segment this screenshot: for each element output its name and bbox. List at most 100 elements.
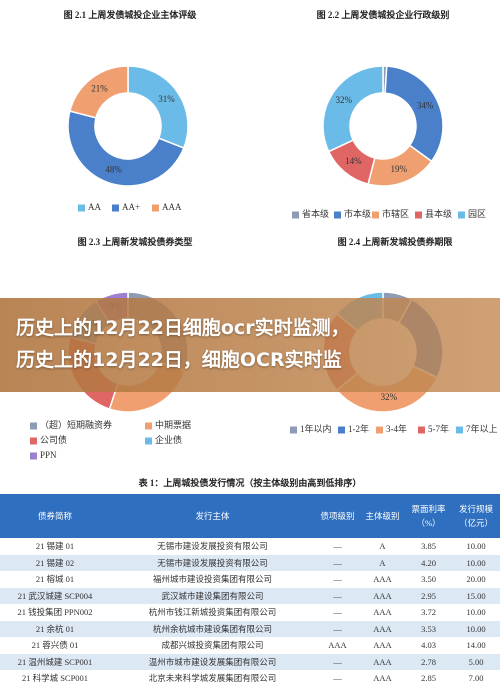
legend-swatch	[334, 211, 341, 219]
legend-swatch	[458, 211, 465, 219]
legend-swatch	[78, 204, 85, 212]
table-cell: 4.03	[421, 640, 436, 651]
donut-slice	[384, 65, 444, 163]
table-row: 21 锡建 02 无锡市建设发展投资有限公司 — A 4.20 10.00	[0, 554, 500, 571]
legend-swatch	[145, 437, 152, 445]
table-cell: 3.72	[421, 607, 436, 618]
donut-slice	[322, 65, 384, 153]
table-cell: 14.00	[466, 640, 486, 651]
legend-label: 企业债	[155, 434, 182, 445]
table-cell: 10.00	[466, 541, 486, 552]
slice-label: 31%	[158, 94, 175, 104]
table-cell: —	[315, 620, 360, 637]
table-cell: AAA	[328, 640, 347, 651]
table-cell: 21 武汉城建 SCP004	[0, 587, 110, 604]
slice-label: 32%	[335, 95, 352, 105]
table-cell: —	[333, 541, 342, 552]
table-cell: 温州市城市建设发展集团有限公司	[110, 653, 315, 670]
legend-swatch	[292, 211, 299, 219]
chart-title: 图 2.4 上周新发城投债券期限	[338, 236, 454, 247]
table-row: 21 榕城 01 福州城市建设投资集团有限公司 — AAA 3.50 20.00	[0, 571, 500, 588]
banner-line: 历史上的12月22日细胞ocr实时监测，	[16, 317, 350, 339]
table-cell: 7.00	[468, 673, 484, 684]
table-cell: 成都兴城投资集团有限公司	[161, 640, 264, 651]
table-row: 21 科学城 SCP001 北京未来科学城发展集团有限公司 — AAA 2.85 7.00	[0, 670, 500, 687]
table-cell: 10.00	[452, 554, 500, 571]
table-row: 21 温州城建 SCP001 温州市城市建设发展集团有限公司 — AAA 2.78 5.0…	[0, 653, 500, 670]
table-row: 21 锡建 01 无锡市建设发展投资有限公司 — A 3.85 10.00	[0, 538, 500, 555]
table-cell: 福州城市建设投资集团有限公司	[152, 574, 272, 585]
table-cell: 21 钱投集团 PPN002	[17, 607, 93, 618]
slice-label: 19%	[391, 164, 408, 174]
table-cell: —	[333, 607, 342, 618]
table-cell: 无锡市建设发展投资有限公司	[157, 541, 268, 552]
table-row: 21 武汉城建 SCP004 武汉城市建设集团有限公司 — AAA 2.95 15.00	[0, 587, 500, 604]
header-cell: 票面利率（%）	[405, 494, 452, 538]
table-row: 21 余杭 01 杭州余杭城市建设集团有限公司 — AAA 3.53 10.00	[0, 620, 500, 637]
legend-label: 1-2年	[348, 423, 369, 434]
charts: 图 2.1 上周发债城投企业主体评级 31% AA 48% AA+ 21% AAA 图 2.2…	[30, 9, 498, 460]
legend-swatch	[112, 204, 119, 212]
legend-swatch	[338, 426, 345, 434]
slice-label: 34%	[417, 100, 434, 110]
legend-label: AAA	[162, 202, 182, 212]
donut-slice	[67, 110, 185, 187]
table-cell: 2.85	[421, 673, 436, 684]
banner: 历史上的12月22日细胞ocr实时监测， 历史上的12月22日，细胞OCR实时监	[0, 298, 500, 392]
table-cell: 15.00	[452, 587, 500, 604]
table-cell: AAA	[373, 574, 392, 585]
header-cell: 发行主体	[110, 494, 315, 538]
table-cell: 武汉城市建设集团有限公司	[110, 587, 315, 604]
table-cell: 20.00	[466, 574, 486, 585]
legend-label: 7年以上	[466, 423, 498, 434]
slice-label: 14%	[345, 156, 362, 166]
banner-line: 历史上的12月22日，细胞OCR实时监	[16, 349, 342, 371]
chart-title: 图 2.2 上周发债城投企业行政级别	[317, 9, 450, 20]
table-cell: 10.00	[466, 607, 486, 618]
table-cell: AAA	[360, 653, 405, 670]
table-cell: —	[333, 673, 342, 684]
table-cell: —	[315, 587, 360, 604]
chart-title: 图 2.3 上周新发城投债券类型	[78, 236, 193, 247]
header-cell: 主体级别	[360, 494, 405, 538]
table-cell: AAA	[373, 673, 392, 684]
table-cell: 21 锡建 02	[0, 554, 110, 571]
legend-swatch	[30, 452, 37, 460]
table-cell: A	[379, 541, 386, 552]
legend-label: 省本级	[302, 208, 329, 219]
header-row: 债券简称 发行主体 债项级别 主体级别 票面利率（%） 发行规模（亿元）	[0, 494, 500, 538]
table-section: 表 1：上周城投债发行情况（按主体级别由高到低排序） 债券简称 发行主体 债项级别主…	[0, 474, 500, 687]
slice-label: 32%	[381, 392, 398, 402]
legend-label: 5-7年	[428, 423, 449, 434]
legend-label: AA+	[122, 202, 140, 212]
donut-slice	[127, 65, 189, 150]
table-cell: 21 温州城建 SCP001	[0, 653, 110, 670]
table-cell: 21 科学城 SCP001	[21, 673, 89, 684]
table-cell: 5.00	[452, 653, 500, 670]
table-cell: —	[315, 653, 360, 670]
legend-label: 园区	[468, 209, 486, 219]
table-cell: AAA	[360, 620, 405, 637]
table-cell: A	[360, 554, 405, 571]
legend-label: 3-4年	[386, 423, 407, 434]
legend-label: 县本级	[425, 208, 452, 219]
table-cell: AAA	[373, 640, 392, 651]
header-cell: 发行规模（亿元）	[452, 494, 500, 538]
table-cell: 杭州市钱江新城投资集团有限公司	[148, 607, 277, 618]
legend-swatch	[290, 426, 297, 434]
chart-title: 图 2.1 上周发债城投企业主体评级	[64, 9, 198, 20]
table-cell: 无锡市建设发展投资有限公司	[110, 554, 315, 571]
legend-swatch	[415, 211, 422, 219]
header-cell: 债券简称	[0, 494, 110, 538]
legend-swatch	[372, 211, 379, 219]
table-cell: 10.00	[452, 620, 500, 637]
legend-swatch	[152, 204, 159, 212]
header-cell: 债项级别	[315, 494, 360, 538]
legend-label: 公司债	[40, 434, 67, 445]
table: 债券简称 发行主体 债项级别 主体级别 票面利率（%） 发行规模（亿元） 21 锡建 01…	[0, 494, 500, 687]
table-cell: —	[315, 554, 360, 571]
legend-label: 市本级	[344, 208, 371, 219]
slice-label: 48%	[105, 164, 122, 174]
table-cell: —	[333, 574, 342, 585]
